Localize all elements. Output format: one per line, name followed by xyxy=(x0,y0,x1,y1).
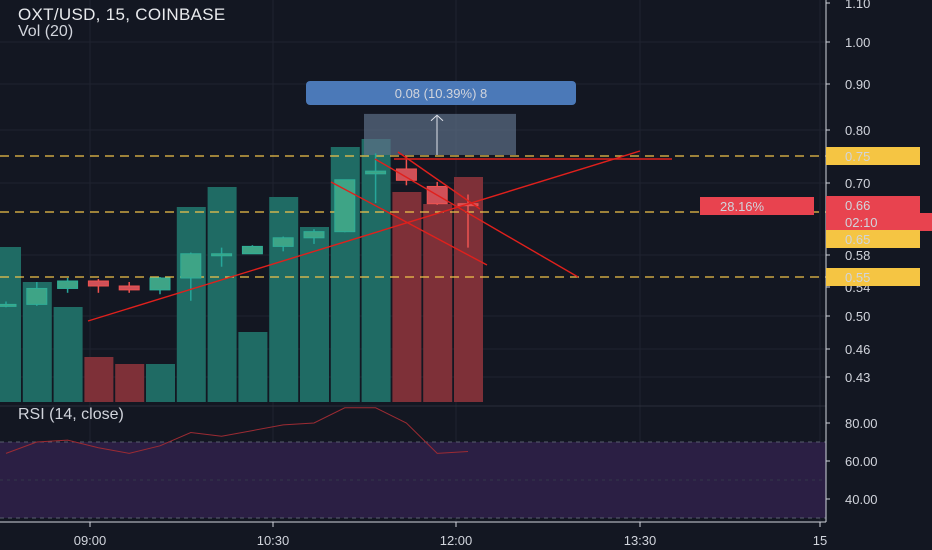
candle xyxy=(241,245,263,255)
price-tag-label: 02:10 xyxy=(845,215,878,230)
candle xyxy=(334,179,356,233)
price-tick-label: 1.10 xyxy=(845,0,870,11)
price-tag xyxy=(826,213,932,231)
volume-bar xyxy=(53,307,83,402)
price-tick-label: 0.50 xyxy=(845,309,870,324)
price-tick-label: 0.70 xyxy=(845,176,870,191)
rsi-label: RSI (14, close) xyxy=(18,406,124,423)
candle xyxy=(211,253,233,257)
rsi-tick-label: 40.00 xyxy=(845,492,878,507)
candle xyxy=(365,170,387,175)
candle xyxy=(149,277,171,291)
percent-tag-label: 28.16% xyxy=(720,199,765,214)
percent-tag xyxy=(700,197,814,215)
price-tag-label: 0.55 xyxy=(845,270,870,285)
trend-line xyxy=(397,151,481,210)
trend-line xyxy=(330,181,488,266)
measure-arrow-head xyxy=(430,114,444,122)
measure-label-box xyxy=(306,81,576,105)
volume-bar xyxy=(207,187,237,402)
volume-bar xyxy=(238,332,268,402)
candle xyxy=(0,303,17,307)
volume-bar xyxy=(146,364,175,402)
candle xyxy=(303,231,325,239)
price-tick-label: 0.46 xyxy=(845,342,870,357)
price-tag xyxy=(826,147,920,165)
price-tag xyxy=(826,230,920,248)
chart-title: OXT/USD, 15, COINBASE xyxy=(18,5,226,24)
rsi-tick-label: 60.00 xyxy=(845,454,878,469)
price-tag xyxy=(826,196,920,214)
trend-line xyxy=(87,150,641,322)
volume-bar xyxy=(423,204,453,402)
rsi-line xyxy=(5,407,469,454)
candle xyxy=(57,280,79,289)
measure-label: 0.08 (10.39%) 8 xyxy=(395,86,488,101)
price-tag xyxy=(826,268,920,286)
time-tick-label: 15 xyxy=(813,533,827,548)
candle xyxy=(395,168,417,181)
price-tick-label: 0.90 xyxy=(845,77,870,92)
volume-bar xyxy=(0,247,21,402)
trend-line xyxy=(374,158,579,278)
price-tick-label: 0.58 xyxy=(845,248,870,263)
candle xyxy=(272,237,294,247)
candle xyxy=(87,280,109,287)
volume-label: Vol (20) xyxy=(18,23,74,40)
volume-bar xyxy=(300,227,329,402)
volume-bar xyxy=(176,207,206,402)
measure-range-box xyxy=(364,113,516,155)
price-tag-label: 0.65 xyxy=(845,232,870,247)
candle xyxy=(26,287,48,305)
time-tick-label: 13:30 xyxy=(624,533,657,548)
volume-bar xyxy=(269,197,299,402)
rsi-tick-label: 80.00 xyxy=(845,416,878,431)
price-tick-label: 0.80 xyxy=(845,123,870,138)
price-tick-label: 1.00 xyxy=(845,35,870,50)
time-tick-label: 09:00 xyxy=(74,533,107,548)
price-tag-label: 0.75 xyxy=(845,149,870,164)
candle xyxy=(180,253,202,279)
volume-bar xyxy=(84,357,114,402)
time-tick-label: 12:00 xyxy=(440,533,473,548)
volume-bar xyxy=(115,364,145,402)
candle xyxy=(118,285,140,291)
price-tag-label: 0.66 xyxy=(845,198,870,213)
time-tick-label: 10:30 xyxy=(257,533,290,548)
price-tick-label: 0.43 xyxy=(845,370,870,385)
